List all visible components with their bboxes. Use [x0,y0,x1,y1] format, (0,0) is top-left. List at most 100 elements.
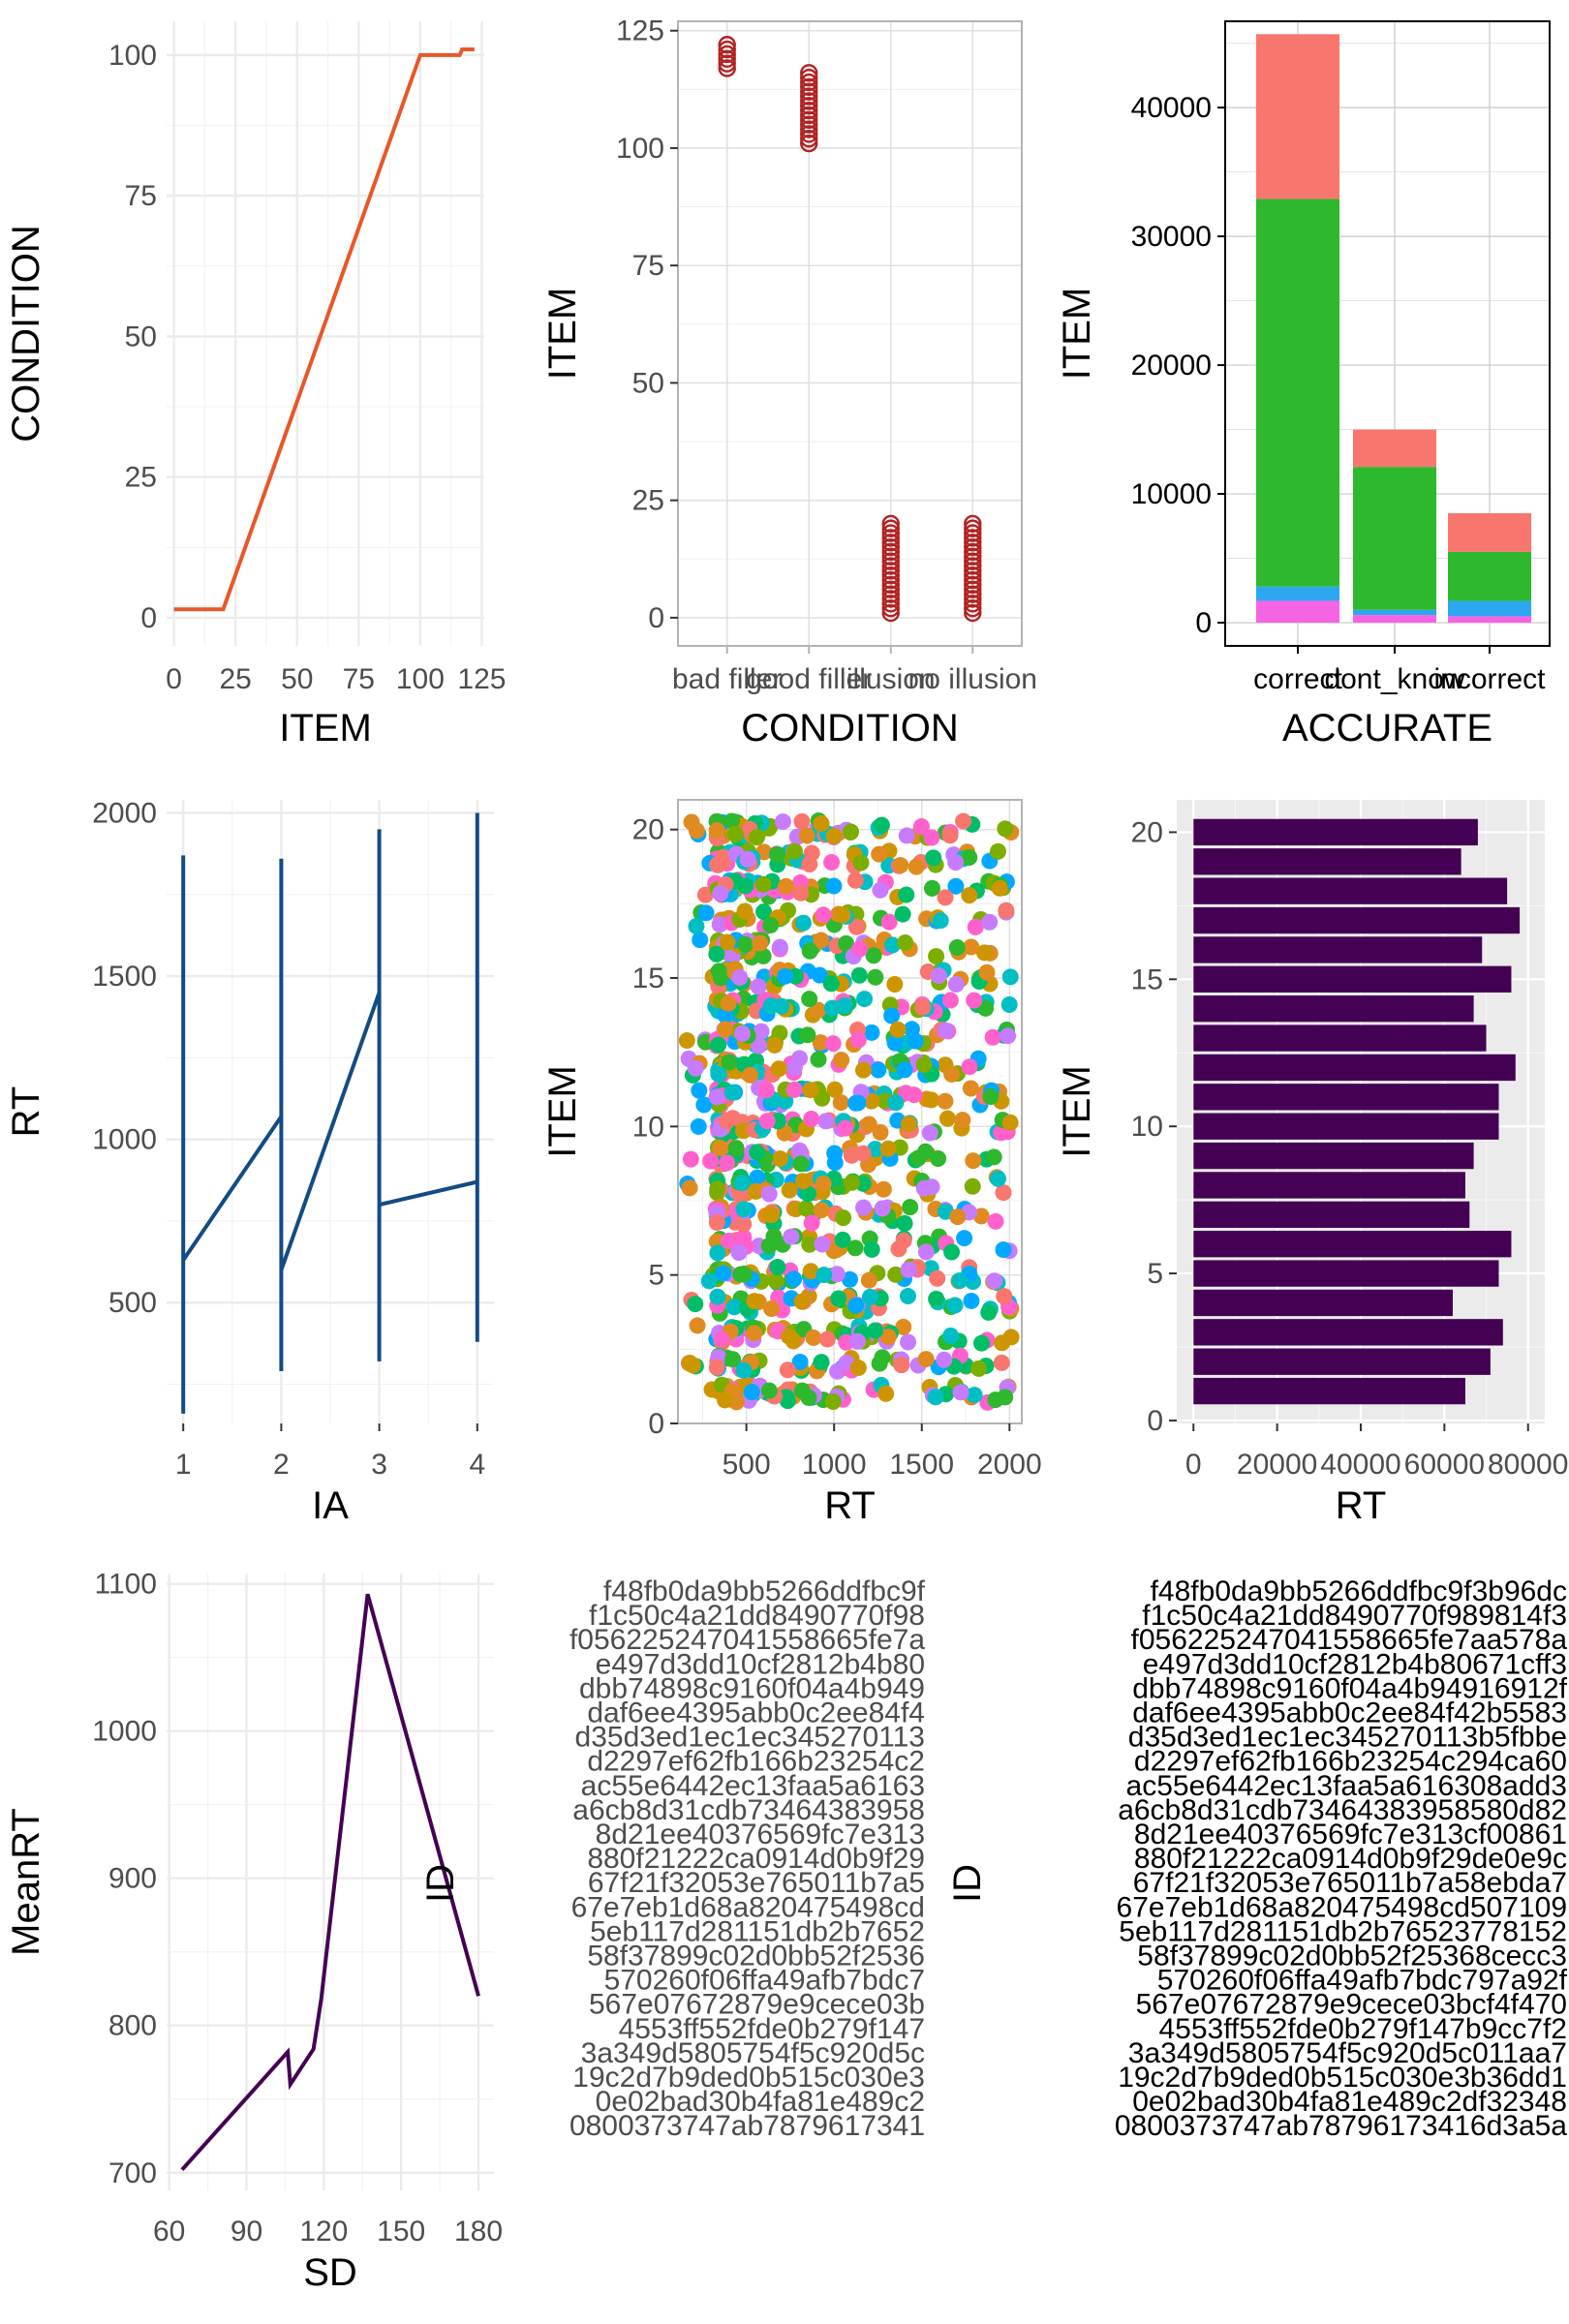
data-point [1001,968,1019,986]
data-point [688,822,705,840]
data-point [814,1236,831,1253]
data-point [750,978,767,995]
data-point [947,976,965,994]
data-point [961,887,978,904]
stacked-bar-segment [1256,586,1339,601]
data-point [914,998,932,1016]
data-point [970,1360,988,1377]
data-point [799,1026,816,1044]
data-point [785,1081,803,1098]
data-point [943,1065,961,1083]
data-point [895,1318,912,1335]
id-label: 567e07672879e9cece03b [589,1989,925,2021]
y-tick-label: 20 [632,814,664,846]
data-point [937,1092,954,1110]
data-point [941,992,959,1009]
id-label: f1c50c4a21dd8490770f98 [589,1600,925,1632]
data-point [980,1303,998,1321]
data-point [985,1148,1002,1166]
data-point [889,1021,907,1038]
id-label: 67f21f32053e765011b7a5 [588,1867,925,1899]
data-point [881,599,900,618]
horizontal-bar [1193,936,1483,963]
data-point [841,1270,858,1288]
data-point [978,963,996,981]
data-point [766,1036,784,1054]
id-label: a6cb8d31cdb73464383958580d82 [1118,1794,1567,1826]
data-point [930,1149,947,1167]
data-point [954,1112,971,1129]
data-point [800,134,818,153]
data-point [731,969,749,987]
data-point [880,913,898,931]
data-point [886,975,904,993]
data-point [923,1091,940,1109]
data-point [961,849,978,867]
data-point [835,1209,852,1227]
data-point [1000,995,1018,1013]
data-point [930,966,947,984]
data-point [854,1145,872,1162]
data-point [881,537,900,557]
data-point [900,1116,917,1133]
y-tick-label: 0 [1147,1405,1163,1437]
data-point [800,1389,817,1406]
id-label: 8d21ee40376569fc7e313 [596,1819,925,1850]
data-point [712,1140,729,1157]
horizontal-bar [1193,818,1478,846]
id-label: d35d3ed1ec1ec345270113 [575,1722,925,1754]
data-point [803,1214,820,1232]
data-point [792,1155,810,1173]
data-point [708,945,725,963]
data-point [800,101,818,120]
data-point [899,1288,916,1305]
data-point [964,562,982,580]
y-tick-label: 1000 [92,1124,157,1156]
series-line [279,858,382,1372]
data-point [762,1207,780,1224]
horizontal-bar [1193,1084,1499,1111]
data-point [881,590,900,608]
data-point [749,1169,766,1186]
id-label: a6cb8d31cdb73464383958 [572,1794,925,1826]
x-tick-label: 1 [175,1449,192,1481]
data-point [800,82,818,101]
x-tick-label: 4 [469,1449,485,1481]
data-point [872,881,889,899]
y-tick-label: 0 [1195,607,1212,639]
data-point [909,1149,927,1167]
id-label: 880f21222ca0914d0b9f29de0e9c [1134,1843,1567,1875]
data-point [833,1052,850,1069]
data-point [742,1066,759,1084]
data-point [798,827,815,844]
x-tick-label: 80000 [1488,1449,1568,1481]
id-label: 19c2d7b9ded0b515c030e3b36dd1 [1118,2062,1567,2094]
panel-condition-vs-item: 0 25 50 75 100 125 0 25 50 75 100 ITEM CONDITION [5,21,506,749]
data-point [779,1361,796,1379]
data-point [1001,1114,1019,1131]
y-tick-label: 10 [1131,1111,1163,1143]
data-point [718,59,736,77]
data-point [689,1317,706,1334]
y-tick-label: 25 [125,462,157,494]
data-point [763,1300,781,1317]
id-label: 4553ff552fde0b279f147 [619,2013,925,2045]
data-point [981,913,999,931]
id-label: 58f37899c02d0bb52f25368cecc3 [1137,1941,1567,1972]
y-tick-label: 30000 [1131,221,1212,253]
horizontal-bar [1193,1260,1499,1287]
panel-border [677,20,1023,647]
data-point [982,1087,1000,1105]
data-point [823,853,841,871]
data-point [994,1334,1011,1352]
data-point [948,938,966,956]
data-point [803,1111,820,1128]
data-point [713,1330,730,1348]
stacked-bar-segment [1256,199,1339,587]
data-point [964,580,982,599]
data-point [718,40,736,59]
id-label: 570260f06ffa49afb7bdc7 [604,1965,925,1997]
data-point [717,1021,734,1038]
data-point [717,1391,734,1409]
data-point [688,918,705,935]
